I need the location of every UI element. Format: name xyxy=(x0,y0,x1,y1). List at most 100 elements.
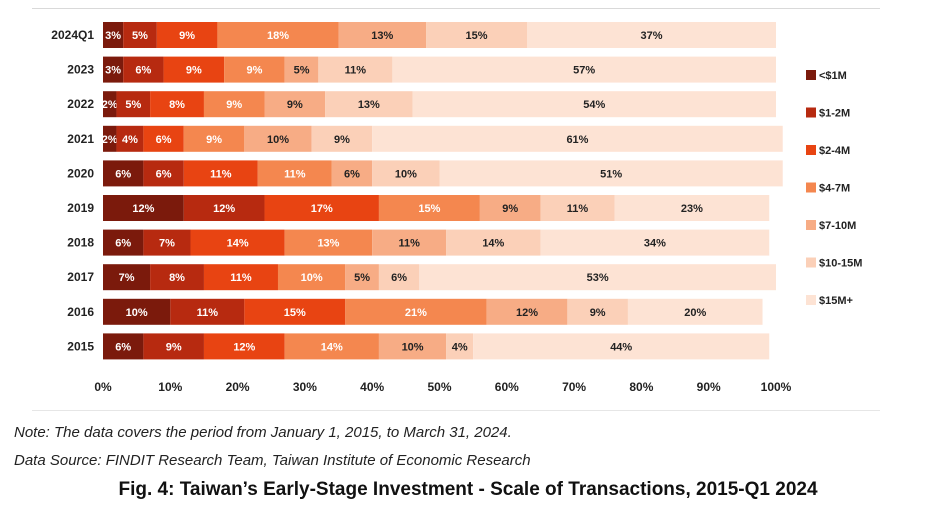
bar-segment xyxy=(540,195,615,221)
bar-segment xyxy=(103,333,144,360)
data-label: 15% xyxy=(418,203,440,215)
data-label: 9% xyxy=(206,134,222,146)
bar-segment xyxy=(123,22,157,48)
data-label: 2% xyxy=(102,134,118,146)
data-label: 5% xyxy=(132,30,148,42)
bar-segment xyxy=(378,264,420,291)
data-label: 4% xyxy=(122,134,138,146)
bar-segment xyxy=(412,91,776,118)
bar-segment xyxy=(190,229,285,256)
data-label: 10% xyxy=(301,272,323,284)
data-label: 6% xyxy=(115,238,131,250)
data-label: 6% xyxy=(156,134,172,146)
x-tick-label: 90% xyxy=(697,380,721,394)
data-label: 6% xyxy=(156,168,172,180)
category-label: 2019 xyxy=(67,201,94,215)
data-label: 18% xyxy=(267,30,289,42)
bar-segment xyxy=(378,333,447,360)
data-label: 11% xyxy=(567,203,589,215)
data-label: 5% xyxy=(294,65,310,77)
data-label: 4% xyxy=(452,341,468,353)
x-tick-label: 0% xyxy=(94,380,112,394)
bar-segment xyxy=(325,91,413,118)
x-tick-label: 80% xyxy=(629,380,653,394)
bar-segment xyxy=(203,333,285,360)
data-label: 5% xyxy=(354,272,370,284)
legend-swatch xyxy=(806,107,816,118)
bar-segment xyxy=(156,22,218,48)
data-label: 13% xyxy=(371,30,393,42)
x-tick-label: 100% xyxy=(761,380,792,394)
bar-segment xyxy=(614,195,770,221)
data-label: 9% xyxy=(590,307,606,319)
bar-segment xyxy=(143,333,204,360)
data-label: 34% xyxy=(644,238,666,250)
legend-swatch xyxy=(806,257,816,268)
bar-segment xyxy=(183,195,265,221)
bar-segment xyxy=(150,91,204,118)
bar-segment xyxy=(203,91,265,118)
data-label: 10% xyxy=(126,307,148,319)
bar-segment xyxy=(392,56,776,83)
bar-segment xyxy=(103,195,184,221)
data-label: 12% xyxy=(132,203,154,215)
bar-segment xyxy=(277,264,346,291)
bar-segment xyxy=(103,56,124,83)
data-label: 3% xyxy=(105,30,121,42)
data-label: 11% xyxy=(284,168,306,180)
data-label: 57% xyxy=(573,65,595,77)
bar-segment xyxy=(116,125,144,152)
data-label: 14% xyxy=(321,341,343,353)
bar-segment xyxy=(163,56,225,83)
data-label: 54% xyxy=(583,99,605,111)
data-label: 10% xyxy=(402,341,424,353)
bar-segment xyxy=(378,195,480,221)
x-tick-label: 30% xyxy=(293,380,317,394)
bar-segment xyxy=(116,91,151,118)
stacked-bar-chart: 2024Q1 3% 5% 9% 18% 13% 15% 37% 2023 3% 6% 9% 9% 5% 11… xyxy=(51,22,862,394)
bar-segment xyxy=(284,333,379,360)
category-label: 2015 xyxy=(67,339,94,353)
category-label: 2024Q1 xyxy=(51,28,94,42)
category-label: 2020 xyxy=(67,166,94,180)
category-label: 2023 xyxy=(67,63,94,77)
bar-segment xyxy=(257,160,332,187)
data-label: 6% xyxy=(344,168,360,180)
data-label: 15% xyxy=(284,307,306,319)
bar-segment xyxy=(264,195,379,221)
data-label: 11% xyxy=(197,307,219,319)
bar-segment xyxy=(103,91,117,118)
bar-segment xyxy=(331,160,373,187)
bar-segment xyxy=(103,264,151,291)
bar-segment xyxy=(103,160,144,187)
category-label: 2022 xyxy=(67,97,94,111)
bar-segment xyxy=(170,298,245,325)
legend-label: $7-10M xyxy=(819,220,856,232)
bar-segment xyxy=(103,22,124,48)
data-label: 6% xyxy=(391,272,407,284)
legend-label: $15M+ xyxy=(819,295,853,307)
category-label: 2018 xyxy=(67,236,94,250)
data-label: 9% xyxy=(166,341,182,353)
bar-segment xyxy=(446,229,541,256)
data-label: 15% xyxy=(465,30,487,42)
data-label: 9% xyxy=(287,99,303,111)
bar-segment xyxy=(217,22,339,48)
data-label: 12% xyxy=(516,307,538,319)
bar-segment xyxy=(486,298,568,325)
x-tick-label: 10% xyxy=(158,380,182,394)
legend-swatch xyxy=(806,145,816,155)
data-label: 14% xyxy=(227,238,249,250)
legend-label: $10-15M xyxy=(819,258,862,270)
bar-segment xyxy=(244,298,346,325)
bar-segment xyxy=(143,160,184,187)
data-label: 9% xyxy=(226,99,242,111)
bar-segment xyxy=(244,125,312,152)
data-label: 8% xyxy=(169,272,185,284)
data-label: 21% xyxy=(405,307,427,319)
bar-segment xyxy=(526,22,776,48)
bar-segment xyxy=(103,298,171,325)
legend-swatch xyxy=(806,70,816,80)
bar-segment xyxy=(143,125,184,152)
legend-label: $4-7M xyxy=(819,183,850,195)
